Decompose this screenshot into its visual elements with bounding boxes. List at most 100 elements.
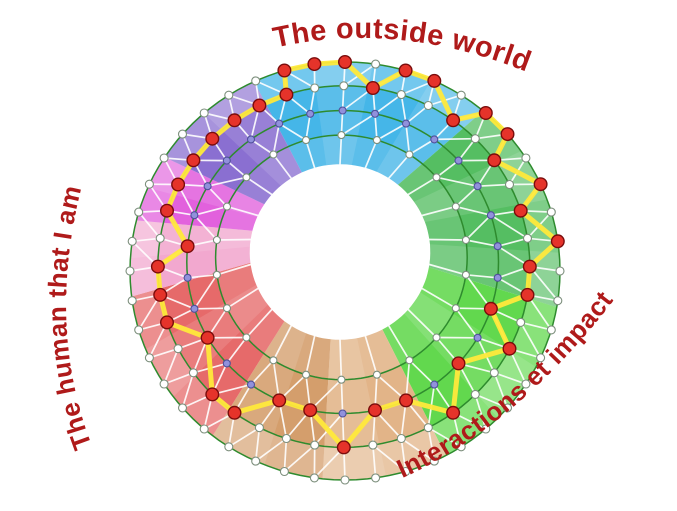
node-red: [550, 234, 565, 249]
node-white: [144, 353, 154, 363]
node-red: [368, 403, 383, 418]
mesh-line: [131, 237, 162, 243]
node-red: [307, 57, 322, 72]
node-white: [536, 353, 546, 363]
node-white: [522, 233, 533, 243]
node-white: [456, 90, 466, 100]
node-white: [177, 403, 188, 413]
mesh-line: [250, 359, 275, 386]
node-red: [159, 203, 174, 218]
mesh-line: [387, 324, 411, 362]
mesh-line: [137, 211, 162, 240]
node-purple: [246, 135, 256, 144]
node-purple: [430, 380, 439, 389]
mesh-line: [272, 324, 293, 362]
node-white: [481, 424, 491, 434]
node-white: [405, 356, 414, 365]
node-purple: [473, 182, 482, 191]
mesh-line: [528, 265, 559, 302]
mesh-line: [428, 263, 467, 276]
mesh-line: [216, 263, 252, 276]
node-red: [522, 259, 537, 274]
node-white: [222, 304, 232, 313]
node-red: [180, 239, 195, 254]
mesh-line: [216, 238, 252, 241]
node-purple: [370, 109, 380, 118]
mesh-line: [496, 237, 529, 248]
mesh-line: [250, 138, 275, 156]
node-purple: [183, 273, 192, 282]
mesh-line: [181, 371, 195, 409]
node-red: [153, 287, 168, 302]
mesh-line: [465, 214, 492, 241]
node-white: [222, 202, 232, 211]
node-white: [371, 473, 381, 483]
node-red: [150, 259, 165, 274]
node-white: [224, 442, 234, 452]
mesh-line: [454, 307, 479, 339]
node-red: [227, 113, 242, 128]
node-red: [159, 315, 174, 330]
node-white: [242, 333, 251, 342]
mesh-line: [163, 347, 179, 385]
node-white: [251, 76, 261, 86]
mesh-line: [305, 139, 316, 169]
node-white: [188, 368, 198, 378]
mesh-line: [272, 122, 281, 156]
sector-inner-band: [235, 146, 302, 205]
node-white: [372, 136, 381, 145]
mesh-line: [283, 444, 316, 473]
node-white: [309, 473, 319, 483]
mesh-line: [435, 176, 479, 188]
label-human-that-i-am-text: The human that I am: [42, 182, 97, 454]
node-purple: [454, 156, 463, 165]
node-red: [399, 393, 414, 408]
sector-inner-band: [382, 267, 466, 366]
sector-shade: [404, 292, 536, 418]
node-white: [155, 233, 165, 243]
node-red: [279, 87, 294, 102]
mesh-line: [476, 183, 511, 188]
node-white: [269, 150, 278, 159]
node-purple: [246, 380, 256, 389]
node-white: [301, 370, 311, 379]
mesh-line: [148, 347, 179, 359]
node-white: [546, 325, 556, 335]
node-red: [398, 63, 413, 78]
mesh-line: [405, 104, 430, 125]
mesh-line: [374, 93, 403, 115]
mesh-line: [374, 112, 378, 141]
node-red: [500, 127, 515, 142]
node-white: [251, 456, 261, 466]
mesh-line: [272, 153, 293, 180]
mesh-line: [305, 112, 312, 141]
sector-outer-band: [136, 157, 188, 223]
node-white: [401, 466, 411, 477]
node-red: [451, 356, 466, 371]
node-white: [134, 207, 144, 217]
mesh-line: [245, 176, 273, 196]
node-white: [456, 442, 466, 452]
mesh-line: [405, 122, 411, 156]
node-white: [337, 375, 346, 384]
node-red: [478, 105, 493, 120]
node-red: [365, 80, 380, 95]
mesh-line: [435, 159, 460, 179]
node-white: [516, 317, 526, 327]
mesh-line: [364, 139, 378, 169]
node-white: [461, 270, 470, 279]
node-red: [483, 301, 498, 316]
mesh-line: [457, 137, 477, 162]
node-red: [502, 341, 517, 356]
mesh-line: [186, 273, 218, 279]
mesh-line: [526, 294, 553, 331]
mesh-line: [387, 153, 411, 180]
sector-outer-band: [322, 426, 446, 480]
mesh-line: [278, 122, 307, 141]
node-white: [144, 179, 154, 189]
mesh-line: [407, 176, 438, 196]
sector-shade: [130, 220, 253, 259]
node-white: [127, 296, 137, 306]
node-red: [205, 387, 220, 402]
